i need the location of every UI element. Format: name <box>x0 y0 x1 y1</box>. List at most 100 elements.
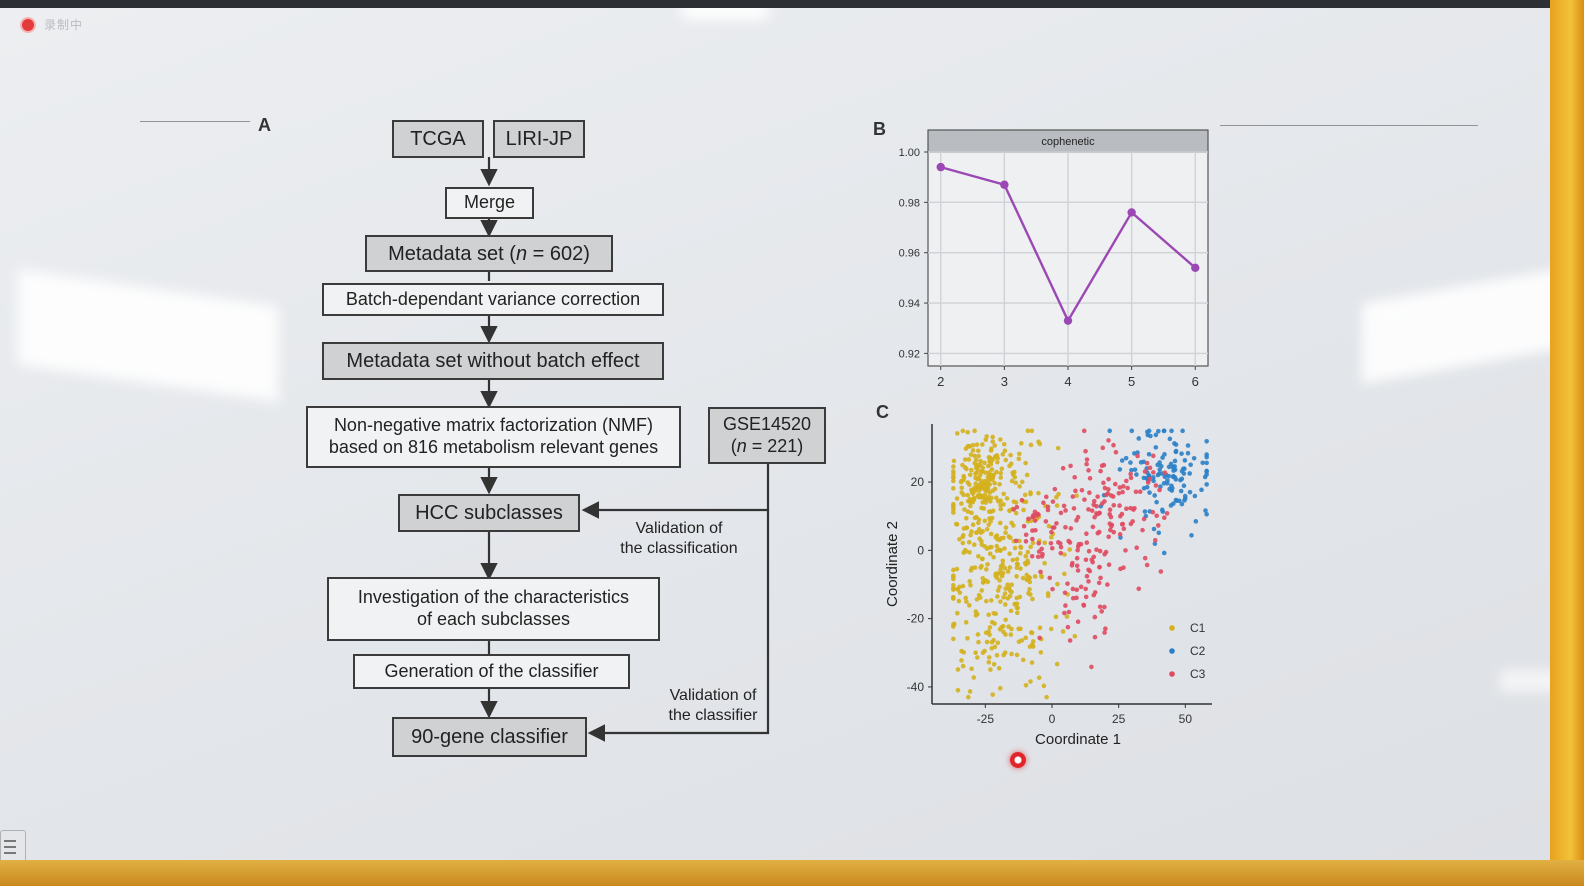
scatter-point <box>1106 476 1111 482</box>
data-point <box>1127 208 1136 217</box>
scatter-point <box>1087 475 1093 481</box>
scatter-point <box>1106 438 1111 443</box>
scatter-point <box>1084 573 1090 579</box>
scatter-point <box>961 477 966 483</box>
monitor-frame-bottom <box>0 860 1584 886</box>
scatter-point <box>1152 541 1158 547</box>
scatter-point <box>998 498 1003 503</box>
flowchart-connectors <box>480 157 770 742</box>
scatter-point <box>1011 523 1016 528</box>
scatter-point <box>1083 586 1088 592</box>
scatter-point <box>1132 467 1138 472</box>
scatter-point <box>1019 479 1025 485</box>
scatter-point <box>1168 503 1174 508</box>
scatter-point <box>986 629 991 634</box>
scatter-point <box>959 485 965 491</box>
box-metadata-set-text: Metadata set (n = 602) <box>388 242 590 265</box>
scatter-point <box>1023 532 1029 538</box>
scatter-point <box>987 455 993 461</box>
subclass-scatter-plot: -25 0 25 50 -40 -20 0 20 Coordinate 1 Coordinate … <box>884 424 1212 748</box>
scatter-point <box>1192 493 1198 499</box>
scatter-point <box>1121 526 1127 532</box>
scatter-point <box>1147 476 1152 482</box>
scatter-point <box>1179 476 1185 482</box>
scatter-point <box>1018 545 1024 550</box>
scatter-point <box>1119 521 1125 527</box>
scatter-point <box>1187 489 1193 495</box>
scatter-point <box>988 448 994 453</box>
scatter-point <box>1045 593 1051 599</box>
scatter-point <box>966 694 971 700</box>
scatter-point <box>997 584 1002 590</box>
scatter-point <box>951 501 956 507</box>
scatter-point <box>1111 502 1117 508</box>
scatter-point <box>1044 694 1049 700</box>
scatter-point <box>1023 683 1029 688</box>
recording-label: 录制中 <box>44 18 84 32</box>
scatter-point <box>1075 619 1081 625</box>
scatter-point <box>1078 584 1084 590</box>
scatter-point <box>991 554 996 560</box>
scatter-point <box>1074 587 1080 593</box>
scatter-point <box>1010 557 1016 563</box>
scatter-point <box>1179 501 1185 507</box>
scatter-point <box>975 485 980 490</box>
scatter-point <box>1150 470 1156 475</box>
scatter-point <box>1191 455 1197 461</box>
recording-indicator[interactable]: 录制中 <box>22 16 83 33</box>
scatter-point <box>963 595 968 601</box>
monitor-frame-right <box>1550 0 1584 886</box>
scatter-point <box>1108 527 1113 533</box>
scatter-point <box>1019 497 1025 503</box>
scatter-point <box>1136 436 1142 441</box>
box-90-gene-classifier-text: 90-gene classifier <box>411 726 568 748</box>
scatter-point <box>1128 505 1133 511</box>
scatter-point <box>1058 510 1064 516</box>
x-tick-label: -25 <box>977 712 995 726</box>
scatter-point <box>967 472 973 478</box>
scatter-point <box>980 650 986 656</box>
scatter-point <box>954 496 960 501</box>
scatter-point <box>959 648 964 654</box>
scatter-point <box>1060 629 1066 634</box>
scatter-point <box>1074 555 1080 561</box>
scatter-point <box>965 509 971 514</box>
scatter-point <box>1100 445 1106 451</box>
scatter-point <box>1160 509 1166 514</box>
scatter-point <box>1102 551 1107 557</box>
scatter-point <box>998 536 1004 541</box>
scatter-point <box>1003 457 1009 463</box>
box-nmf-text: Non-negative matrix factorization (NMF) … <box>328 415 659 457</box>
scatter-point <box>1204 452 1209 457</box>
scatter-point <box>974 597 980 602</box>
menu-button[interactable] <box>0 830 26 860</box>
scatter-point <box>1154 499 1159 505</box>
scatter-point <box>1007 593 1013 599</box>
scatter-point <box>1117 503 1122 508</box>
scatter-point <box>1204 468 1209 474</box>
scatter-point <box>963 515 969 521</box>
scatter-point <box>1158 569 1164 574</box>
scatter-point <box>983 437 989 443</box>
scatter-point <box>1084 540 1090 545</box>
scatter-point <box>1001 441 1007 447</box>
scatter-point <box>987 551 993 557</box>
scatter-point <box>1002 565 1008 571</box>
scatter-point <box>1061 503 1067 509</box>
scatter-point <box>1075 544 1081 549</box>
scatter-point <box>1014 504 1020 510</box>
scatter-point <box>968 568 974 573</box>
scatter-point <box>976 639 981 645</box>
scatter-point <box>1041 683 1047 689</box>
scatter-point <box>968 503 973 509</box>
box-investigation-text: Investigation of the characteristics of … <box>357 587 630 629</box>
scatter-point <box>1049 529 1054 535</box>
scatter-point <box>1007 535 1013 540</box>
scatter-point <box>984 546 990 551</box>
scatter-point <box>1030 644 1036 649</box>
scatter-point <box>1012 474 1018 480</box>
scatter-point <box>960 540 966 546</box>
scatter-point <box>978 485 984 491</box>
scatter-point <box>963 620 969 625</box>
scatter-point <box>989 645 995 651</box>
